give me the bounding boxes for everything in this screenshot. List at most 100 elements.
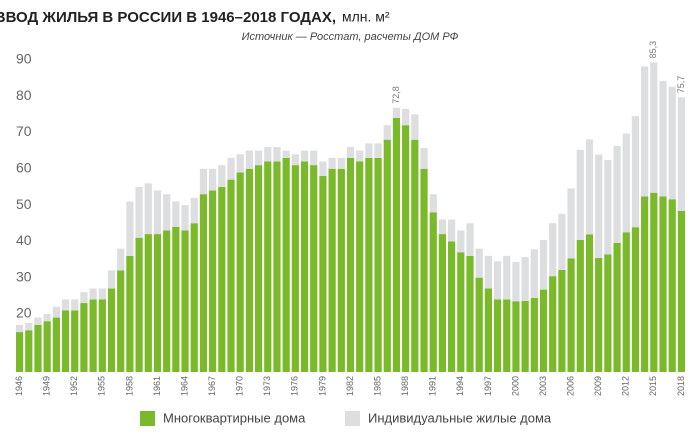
bar-segment (163, 230, 171, 372)
bar-segment (429, 212, 437, 372)
bar-segment (80, 303, 88, 372)
bar-segment (153, 190, 162, 235)
chart-title: ВВОД ЖИЛЬЯ В РОССИИ В 1946–2018 ГОДАХ, (0, 9, 336, 26)
bar-segment (25, 330, 33, 372)
bar-segment (631, 116, 640, 228)
x-tick-label: 1976 (290, 376, 300, 396)
bar-segment (402, 108, 410, 126)
x-tick-label: 1994 (455, 376, 465, 396)
bar-segment (319, 161, 327, 177)
bar-segment (604, 254, 612, 372)
bar-segment (163, 194, 171, 231)
bar-segment (218, 165, 226, 187)
bar-segment (576, 239, 584, 372)
bar-segment (245, 168, 253, 372)
bar-segment (622, 232, 630, 372)
bar-segment (117, 248, 125, 271)
legend-swatch (345, 411, 360, 426)
bar-segment (218, 186, 226, 372)
y-tick-label: 90 (16, 51, 32, 67)
bar-segment (595, 258, 603, 372)
x-tick-label: 1997 (483, 376, 493, 396)
bar-segment (254, 165, 263, 372)
bar-segment (227, 179, 235, 372)
bar-segment (356, 161, 364, 372)
legend-label: Многоквартирные дома (163, 410, 306, 425)
bar-segment (337, 157, 345, 169)
bar-segment (328, 168, 336, 372)
bar-segment (319, 176, 327, 372)
legend-swatch (140, 411, 155, 426)
x-tick-label: 1988 (400, 376, 410, 396)
bar-segment (52, 317, 60, 372)
bar-segment (43, 321, 51, 372)
bar-segment (236, 154, 244, 173)
bar-segment (356, 150, 364, 162)
bar-segment (585, 234, 594, 372)
y-tick-label: 50 (16, 196, 32, 212)
bar-segment (503, 299, 511, 372)
bar-segment (475, 277, 483, 372)
chart-subtitle: Источник — Росстат, расчеты ДОМ РФ (242, 31, 459, 43)
bar-segment (558, 213, 566, 271)
bar-segment (227, 157, 235, 180)
bar-segment (52, 306, 60, 318)
bar-segment (383, 125, 391, 140)
bar-segment (411, 114, 419, 140)
bar-segment (604, 160, 612, 255)
bar-segment (650, 62, 658, 193)
x-tick-label: 2009 (593, 376, 603, 396)
bar-segment (337, 168, 345, 372)
bar-segment (310, 150, 318, 166)
bar-segment (135, 237, 143, 372)
bar-segment (365, 157, 373, 372)
bar-segment (282, 157, 290, 372)
bar-segment (15, 332, 24, 372)
x-tick-label: 1985 (372, 376, 382, 396)
bar-segment (25, 323, 33, 331)
bar-segment (282, 150, 290, 158)
chart-unit: млн. м² (342, 9, 390, 25)
x-tick-label: 2012 (621, 376, 631, 396)
bar-segment (567, 258, 575, 372)
bar-segment (448, 219, 456, 242)
bar-segment (503, 255, 511, 300)
x-tick-label: 2018 (676, 376, 686, 396)
bar-segment (34, 317, 42, 325)
bar-segment (448, 241, 456, 372)
bar-segment (126, 255, 134, 372)
bar-segment (144, 234, 152, 372)
bar-segment (300, 161, 309, 372)
bar-segment (374, 157, 382, 372)
total-label: 75,7 (676, 76, 686, 94)
bar-segment (61, 310, 70, 372)
bar-segment (530, 249, 538, 298)
bar-segment (539, 289, 548, 372)
bar-segment (392, 117, 401, 373)
x-tick-label: 1946 (14, 376, 24, 396)
total-label: 72,8 (391, 86, 401, 104)
y-tick-label: 70 (16, 123, 32, 139)
bar-segment (15, 324, 24, 333)
bar-segment (659, 196, 667, 372)
bar-segment (43, 313, 51, 322)
bar-segment (126, 201, 134, 256)
bar-segment (365, 143, 373, 158)
bar-segment (135, 186, 143, 238)
bar-segment (172, 226, 180, 372)
bar-segment (641, 196, 649, 372)
bar-segment (475, 248, 483, 278)
bar-segment (650, 192, 658, 372)
bar-segment (236, 172, 244, 372)
bar-segment (659, 80, 667, 197)
bar-segment (512, 301, 520, 372)
bar-segment (181, 205, 189, 231)
bar-segment (530, 297, 538, 372)
bar-segment (153, 234, 162, 372)
bar-segment (199, 194, 208, 372)
bar-segment (291, 165, 299, 372)
y-tick-label: 80 (16, 87, 32, 103)
bar-segment (595, 154, 603, 259)
bar-segment (622, 133, 630, 233)
bar-segment (71, 299, 79, 311)
